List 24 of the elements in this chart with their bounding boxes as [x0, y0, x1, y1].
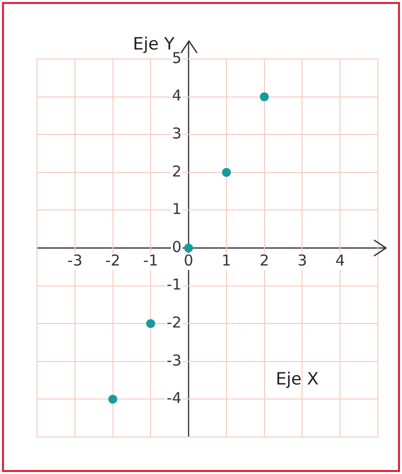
- point: [184, 244, 194, 252]
- x-axis-title: Eje X: [276, 370, 320, 390]
- y-tick-label: 5: [172, 48, 182, 67]
- x-tick-label: 4: [335, 251, 345, 270]
- y-tick-label: 2: [172, 162, 182, 180]
- point: [260, 92, 269, 102]
- x-tick-label: 0: [184, 251, 194, 270]
- x-tick-label: 1: [222, 251, 232, 270]
- x-tick-label: -2: [105, 251, 120, 270]
- x-tick-label: -1: [143, 251, 158, 270]
- point: [108, 394, 118, 404]
- y-tick-label: 1: [172, 200, 182, 218]
- point: [222, 168, 231, 177]
- point: [146, 319, 156, 328]
- y-tick-label: 0: [172, 238, 182, 256]
- y-tick-label: -4: [166, 389, 182, 408]
- y-tick-label: -1: [166, 276, 182, 294]
- x-tick-label: -3: [67, 251, 82, 270]
- x-tick-label: 3: [297, 251, 307, 270]
- y-tick-label: -3: [166, 351, 182, 370]
- y-tick-label: 3: [172, 124, 182, 142]
- y-tick-label: 4: [172, 86, 182, 105]
- y-tick-label: -2: [166, 313, 182, 332]
- x-tick-label: 2: [260, 251, 270, 270]
